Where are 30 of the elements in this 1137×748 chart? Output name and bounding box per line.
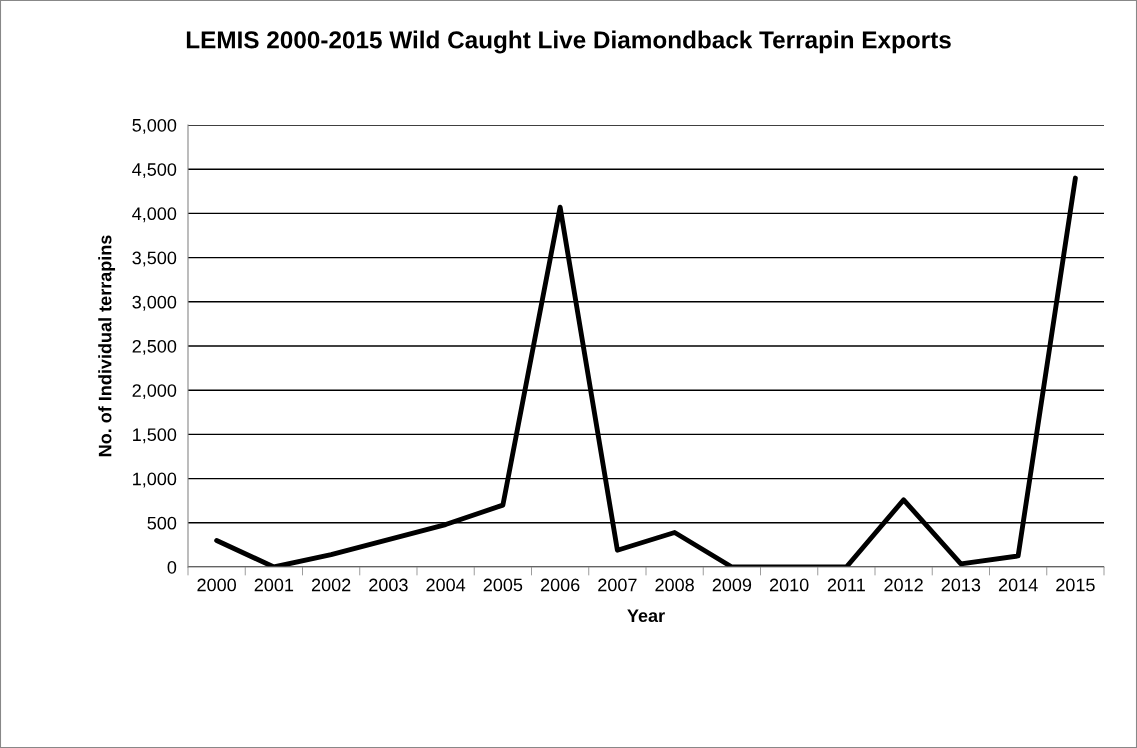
x-tick-label: 2015 xyxy=(1056,578,1095,592)
chart-title: LEMIS 2000-2015 Wild Caught Live Diamondback Terrapin Exports xyxy=(186,30,951,54)
x-tick-label: 2009 xyxy=(712,578,752,592)
x-tick-label: 2000 xyxy=(197,578,236,592)
x-tick-label: 2012 xyxy=(884,578,923,592)
y-axis-title: No. of Individual terrapins xyxy=(98,235,116,457)
y-tick-label: 3,500 xyxy=(132,251,177,267)
y-tick-label: 4,500 xyxy=(132,163,177,179)
x-tick-label: 2006 xyxy=(540,578,580,592)
y-tick-label: 5,000 xyxy=(132,118,177,134)
x-tick-label: 2007 xyxy=(598,578,637,592)
x-tick-label: 2013 xyxy=(941,578,981,592)
y-tick-label: 2,500 xyxy=(132,339,177,355)
x-tick-label: 2005 xyxy=(483,578,523,592)
x-tick-label: 2008 xyxy=(655,578,694,592)
y-tick-label: 3,000 xyxy=(132,295,177,311)
y-tick-label: 2,000 xyxy=(132,384,177,400)
x-tick-label: 2001 xyxy=(254,578,294,592)
x-tick-label: 2003 xyxy=(369,578,408,592)
y-tick-label: 1,500 xyxy=(133,428,177,444)
y-tick-label: 4,000 xyxy=(132,207,177,223)
x-axis-title: Year xyxy=(627,609,665,623)
x-tick-label: 2002 xyxy=(311,578,351,592)
x-tick-label: 2014 xyxy=(998,578,1038,592)
x-tick-label: 2004 xyxy=(426,578,466,592)
x-tick-label: 2011 xyxy=(827,578,865,592)
y-tick-label: 500 xyxy=(147,516,177,530)
y-tick-label: 1,000 xyxy=(133,472,177,488)
x-tick-label: 2010 xyxy=(769,578,809,592)
y-tick-label: 0 xyxy=(167,560,177,574)
